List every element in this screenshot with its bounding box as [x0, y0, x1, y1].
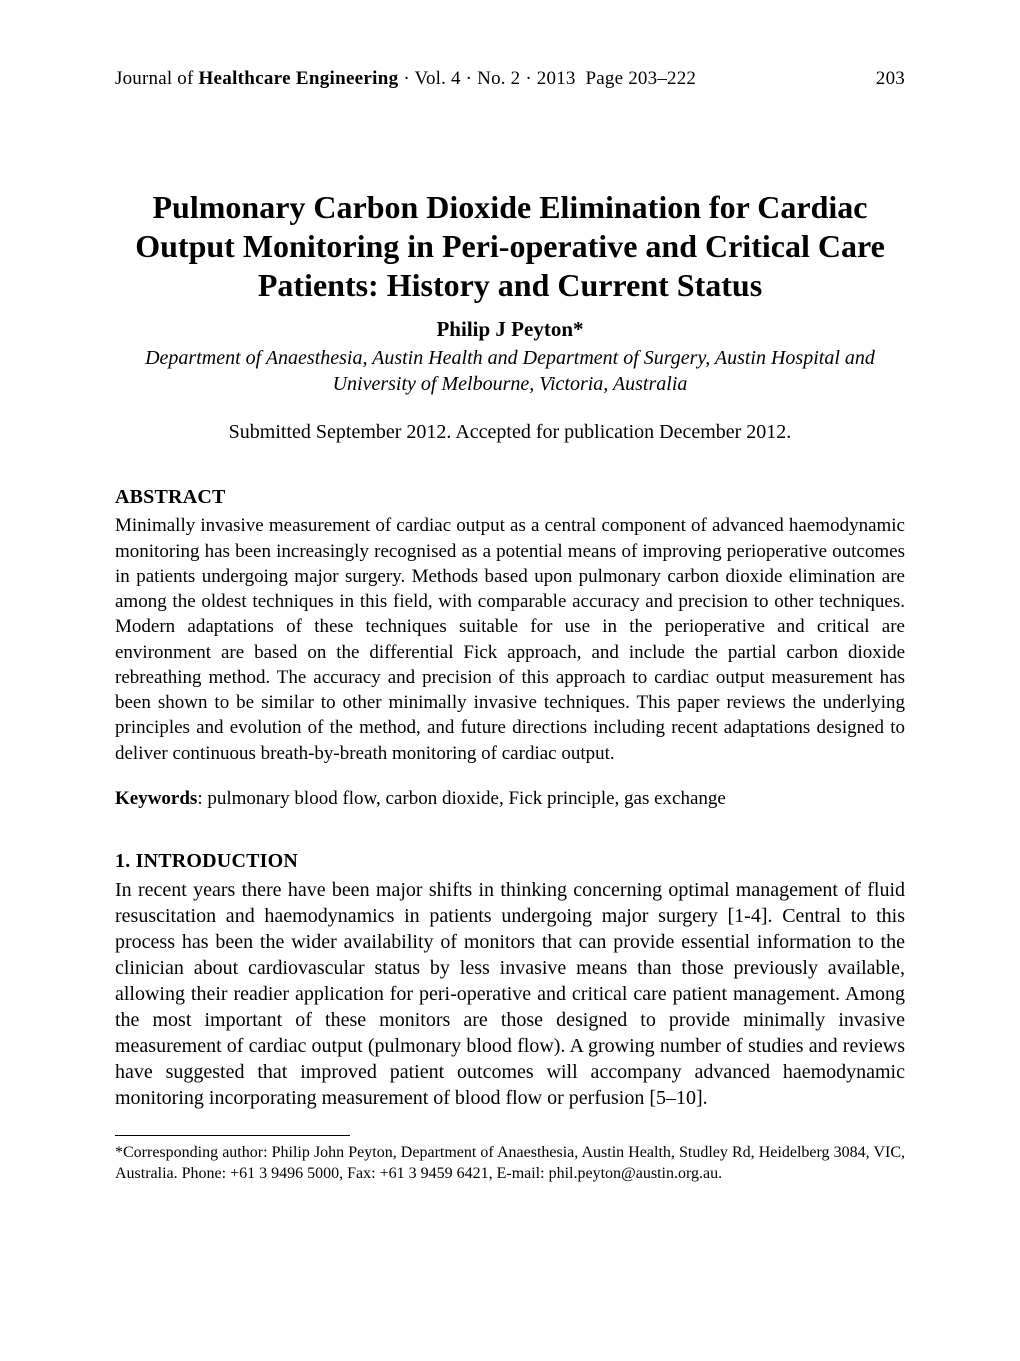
- journal-page: Journal of Healthcare Engineering · Vol.…: [0, 0, 1020, 1361]
- vol-issue: Vol. 4 · No. 2 · 2013: [414, 68, 575, 89]
- article-title: Pulmonary Carbon Dioxide Elimination for…: [125, 188, 895, 305]
- keywords-text: : pulmonary blood flow, carbon dioxide, …: [197, 788, 726, 809]
- journal-prefix: Journal of: [115, 68, 198, 89]
- introduction-body: In recent years there have been major sh…: [115, 877, 905, 1111]
- author-name: Philip J Peyton*: [115, 317, 905, 342]
- submission-dates: Submitted September 2012. Accepted for p…: [115, 421, 905, 444]
- keywords-line: Keywords: pulmonary blood flow, carbon d…: [115, 788, 905, 810]
- footnote-rule: [115, 1135, 350, 1136]
- keywords-label: Keywords: [115, 788, 197, 809]
- abstract-heading: ABSTRACT: [115, 486, 905, 509]
- running-header: Journal of Healthcare Engineering · Vol.…: [115, 68, 905, 90]
- corresponding-author-footnote: *Corresponding author: Philip John Peyto…: [115, 1142, 905, 1184]
- page-range: Page 203–222: [586, 68, 697, 89]
- journal-name-bold: Healthcare Engineering: [198, 68, 398, 89]
- header-sep-1: ·: [398, 68, 414, 89]
- author-affiliation: Department of Anaesthesia, Austin Health…: [140, 346, 880, 397]
- page-number: 203: [876, 68, 905, 90]
- running-header-left: Journal of Healthcare Engineering · Vol.…: [115, 68, 696, 90]
- abstract-body: Minimally invasive measurement of cardia…: [115, 513, 905, 766]
- header-space: [576, 68, 586, 89]
- introduction-heading: 1. INTRODUCTION: [115, 850, 905, 873]
